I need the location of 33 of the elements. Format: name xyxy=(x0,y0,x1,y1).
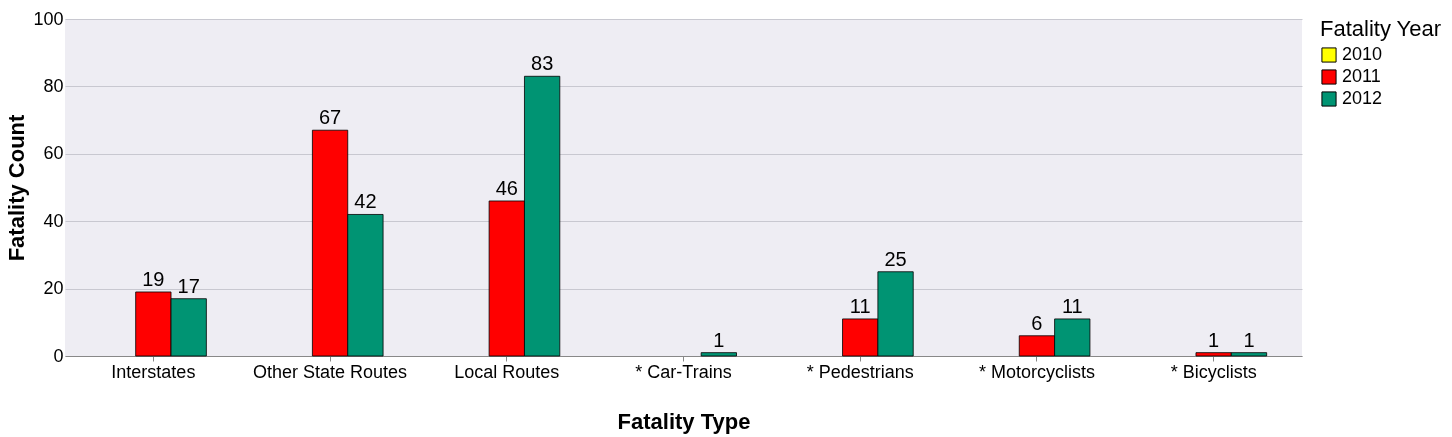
data-label: 1 xyxy=(1243,328,1255,351)
legend-title: Fatality Year xyxy=(1320,16,1442,41)
data-label: 1 xyxy=(1208,328,1220,351)
legend-label: 2010 xyxy=(1342,44,1383,64)
y-tick-label: 40 xyxy=(43,210,64,231)
x-tick-label: Local Routes xyxy=(454,361,560,382)
x-tick-label: * Car-Trains xyxy=(635,361,732,382)
y-tick-label: 60 xyxy=(43,143,64,164)
x-tick-label: * Pedestrians xyxy=(806,361,914,382)
data-label: 46 xyxy=(495,176,518,199)
x-tick-label: Other State Routes xyxy=(253,361,408,382)
data-label: 17 xyxy=(177,274,200,297)
data-label: 19 xyxy=(142,267,165,290)
y-axis-title: Fatality Count xyxy=(4,114,30,262)
x-axis-title: Fatality Type xyxy=(617,408,751,434)
y-tick-label: 20 xyxy=(43,278,64,299)
legend-label: 2012 xyxy=(1342,88,1383,108)
y-tick-label: 80 xyxy=(43,75,64,96)
x-tick-label: * Bicyclists xyxy=(1170,361,1257,382)
data-label: 42 xyxy=(354,190,377,213)
bar xyxy=(700,352,737,357)
data-label: 25 xyxy=(884,247,907,270)
x-tick-label: Interstates xyxy=(111,361,196,382)
data-label: 11 xyxy=(849,294,871,317)
data-label: 83 xyxy=(531,52,554,75)
data-label: 11 xyxy=(1061,294,1083,317)
legend-label: 2011 xyxy=(1342,66,1381,86)
x-tick-label: * Motorcyclists xyxy=(978,361,1095,382)
data-label: 6 xyxy=(1031,311,1043,334)
y-tick-label: 0 xyxy=(53,345,64,366)
y-tick-label: 100 xyxy=(33,8,64,29)
data-label: 1 xyxy=(713,328,725,351)
data-label: 67 xyxy=(318,106,342,129)
